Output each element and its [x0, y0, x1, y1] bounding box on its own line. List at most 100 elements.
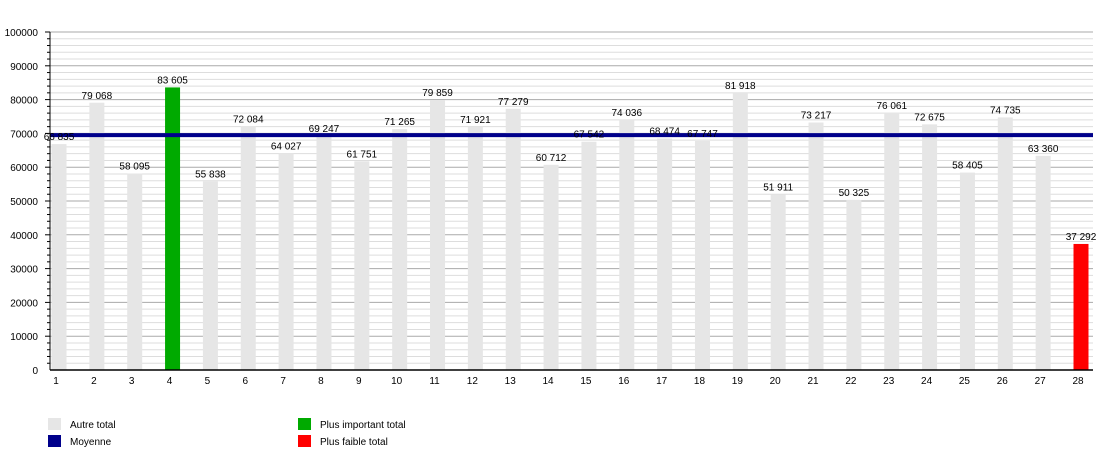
x-tick-label: 17 [656, 376, 668, 387]
x-tick-label: 25 [959, 376, 971, 387]
y-tick-label: 80000 [10, 96, 38, 107]
data-label: 72 084 [233, 114, 264, 125]
bar [278, 153, 294, 370]
bar [694, 141, 710, 370]
legend-swatch-highest [298, 418, 311, 430]
x-tick-label: 28 [1072, 376, 1084, 387]
x-tick-label: 8 [318, 376, 324, 387]
bar [732, 93, 748, 370]
bar [543, 164, 559, 370]
data-label: 74 036 [611, 108, 642, 119]
bar [467, 126, 483, 371]
bar [619, 119, 635, 370]
y-tick-label: 70000 [10, 129, 38, 140]
data-label: 69 247 [309, 124, 340, 135]
bar [127, 173, 143, 370]
data-label: 66 835 [44, 132, 75, 143]
bar [430, 100, 446, 371]
legend-swatch-other [48, 418, 61, 430]
gridlines [50, 31, 1093, 364]
data-label: 73 217 [801, 111, 832, 122]
x-tick-label: 2 [91, 376, 97, 387]
x-tick-label: 12 [467, 376, 479, 387]
y-tick-label: 10000 [10, 332, 38, 343]
bar [1035, 155, 1051, 370]
bar [354, 161, 370, 370]
data-label: 64 027 [271, 142, 302, 153]
y-tick-label: 20000 [10, 298, 38, 309]
x-tick-label: 27 [1035, 376, 1047, 387]
bar [922, 124, 938, 371]
data-label: 67 747 [687, 129, 718, 140]
legend-label-average: Moyenne [70, 437, 112, 448]
x-tick-label: 1 [53, 376, 59, 387]
data-label: 79 068 [82, 91, 113, 102]
bar [202, 181, 218, 370]
data-label: 71 921 [460, 115, 491, 126]
data-label: 81 918 [725, 81, 756, 92]
bar-highest [165, 87, 181, 370]
data-label: 63 360 [1028, 144, 1059, 155]
legend-label-other: Autre total [70, 420, 116, 431]
legend: Autre total Moyenne Plus important total… [48, 418, 406, 448]
data-label: 55 838 [195, 169, 226, 180]
legend-swatch-average [48, 435, 61, 447]
x-tick-label: 11 [429, 376, 440, 387]
bar [959, 172, 975, 370]
bar [808, 122, 824, 370]
y-tick-label: 30000 [10, 265, 38, 276]
legend-swatch-lowest [298, 435, 311, 447]
data-labels: 66 835 79 068 58 095 83 605 55 838 72 084 64 0… [44, 75, 1097, 243]
data-label: 71 265 [384, 117, 415, 128]
bar [316, 135, 332, 370]
x-tick-label: 5 [205, 376, 211, 387]
bar [997, 117, 1013, 371]
data-label: 74 735 [990, 105, 1021, 116]
y-tick-label: 60000 [10, 163, 38, 174]
x-tick-label: 14 [543, 376, 555, 387]
y-tick-label: 100000 [5, 28, 39, 39]
data-label: 77 279 [498, 97, 529, 108]
bar [392, 129, 408, 370]
data-label: 72 675 [914, 112, 945, 123]
x-tick-label: 9 [356, 376, 362, 387]
x-tick-label: 21 [807, 376, 819, 387]
bar [846, 199, 862, 370]
bar [51, 144, 67, 370]
y-tick-label: 90000 [10, 62, 38, 73]
data-label: 60 712 [536, 153, 567, 164]
x-tick-label: 16 [618, 376, 630, 387]
data-label: 50 325 [839, 188, 870, 199]
data-label: 61 751 [347, 149, 378, 160]
x-tick-label: 24 [921, 376, 933, 387]
bars [51, 87, 1089, 371]
bar [657, 138, 673, 370]
x-tick-label: 3 [129, 376, 135, 387]
legend-label-lowest: Plus faible total [320, 437, 388, 448]
bar [505, 108, 521, 370]
data-label: 58 405 [952, 161, 983, 172]
data-label: 83 605 [157, 75, 188, 86]
bar-lowest [1073, 243, 1089, 370]
y-tick-label: 50000 [10, 197, 38, 208]
x-tick-label: 6 [242, 376, 248, 387]
data-label: 58 095 [119, 162, 150, 173]
x-tick-label: 18 [694, 376, 706, 387]
x-tick-label: 13 [505, 376, 517, 387]
axes: 0 10000 20000 30000 40000 50000 60000 70000 8000… [5, 28, 1093, 387]
data-label: 68 474 [649, 127, 680, 138]
data-label: 79 859 [422, 88, 453, 99]
x-tick-label: 15 [580, 376, 592, 387]
x-tick-label: 4 [167, 376, 173, 387]
y-tick-label: 40000 [10, 231, 38, 242]
y-tick-label: 0 [32, 366, 38, 377]
x-tick-label: 23 [883, 376, 895, 387]
x-tick-label: 7 [280, 376, 286, 387]
x-tick-label: 26 [997, 376, 1009, 387]
bar [884, 112, 900, 370]
x-tick-label: 19 [732, 376, 744, 387]
x-tick-label: 10 [391, 376, 403, 387]
legend-label-highest: Plus important total [320, 420, 406, 431]
bar [89, 102, 105, 371]
